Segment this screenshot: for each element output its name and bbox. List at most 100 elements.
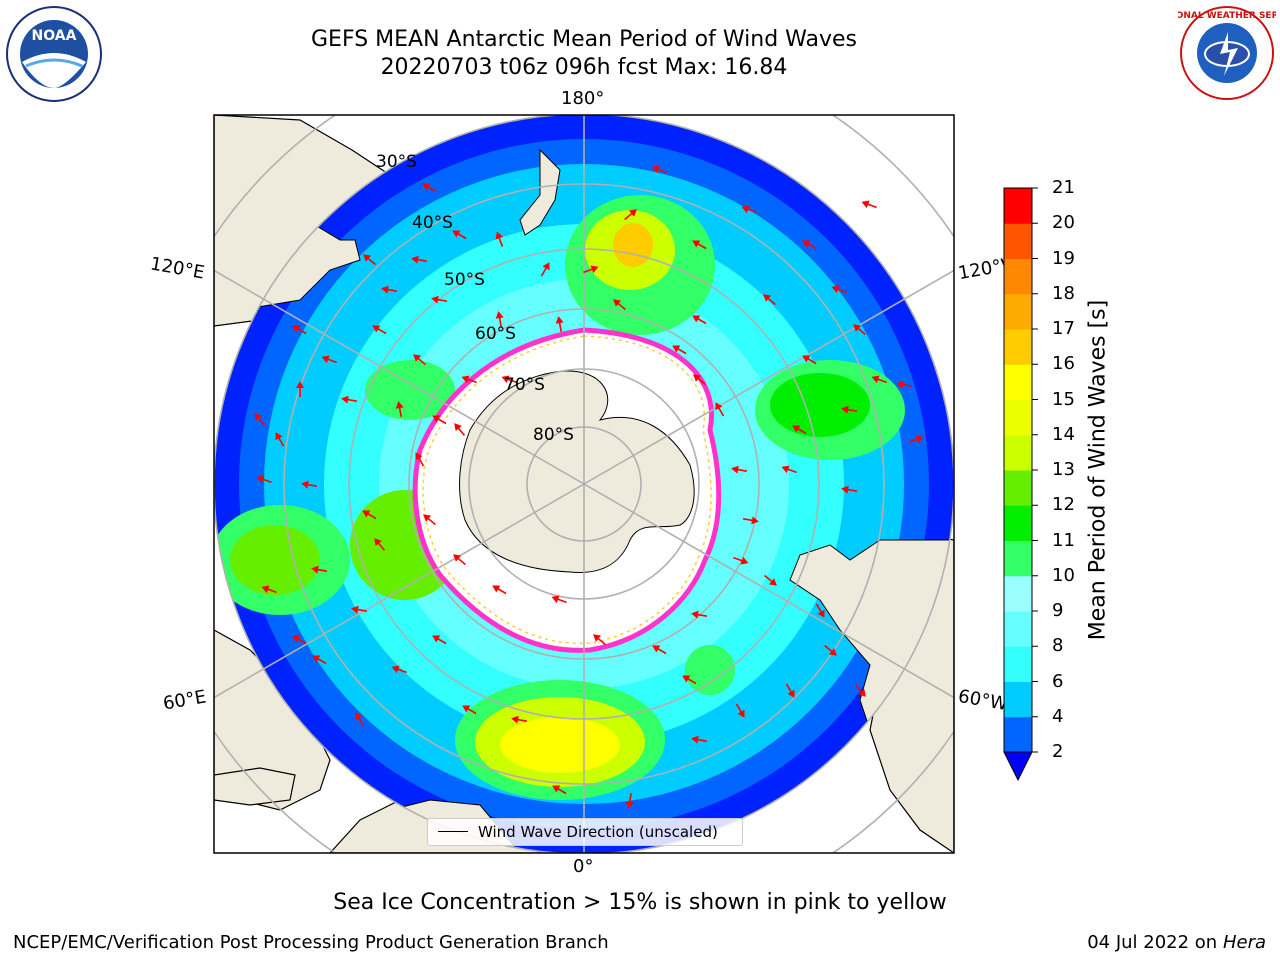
footer-credit: NCEP/EMC/Verification Post Processing Pr… (13, 932, 609, 953)
lon-label-180: 180° (561, 88, 605, 109)
colorbar-segment (1004, 188, 1032, 224)
wind-wave-arrow (341, 395, 358, 404)
wind-wave-arrow (624, 209, 637, 221)
wind-wave-arrow (715, 402, 725, 417)
wind-wave-arrow (854, 684, 866, 697)
nws-logo-text: NATIONAL WEATHER SERVICE (1178, 11, 1276, 21)
wind-wave-arrow (652, 645, 667, 655)
wind-wave-arrow (733, 556, 749, 565)
wind-wave-arrow (312, 655, 327, 665)
wind-wave-arrow (785, 683, 795, 698)
lat-label-30s: 30°S (376, 152, 417, 172)
new-zealand (519, 148, 561, 236)
wind-wave-arrow (625, 792, 634, 809)
wind-wave-arrow (311, 565, 328, 574)
wind-wave-arrow (432, 415, 447, 425)
wind-wave-arrow (256, 475, 272, 484)
lon-label-0: 0° (573, 856, 594, 877)
wind-wave-arrow (540, 262, 550, 277)
wind-wave-arrow (815, 603, 825, 618)
colorbar-tick-label: 11 (1052, 529, 1075, 551)
wind-wave-arrow (415, 452, 425, 467)
wind-wave-arrow (374, 538, 386, 551)
wind-wave-arrow (452, 230, 467, 240)
lat-label-60s: 60°S (475, 324, 516, 344)
colorbar-tick-label: 18 (1052, 282, 1075, 304)
wind-wave-arrow (355, 712, 365, 727)
colorbar-tick-label: 20 (1052, 212, 1075, 234)
lat-label-80s: 80°S (533, 425, 574, 445)
legend-line-icon (438, 831, 468, 832)
legend-label: Wind Wave Direction (unscaled) (478, 823, 718, 841)
wind-wave-arrow (693, 374, 706, 386)
colorbar-tick-label: 15 (1052, 388, 1075, 410)
colorbar-tick-label: 4 (1052, 705, 1064, 727)
colorbar-segment (1004, 505, 1032, 541)
wind-wave-arrow (692, 240, 707, 250)
wind-wave-arrow (792, 425, 807, 435)
wind-wave-arrows (254, 165, 924, 809)
colorbar-tick-label: 14 (1052, 423, 1075, 445)
colorbar-tick-label: 10 (1052, 564, 1075, 586)
wind-wave-arrow (908, 435, 924, 444)
colorbar-tick-label: 2 (1052, 741, 1064, 762)
lat-label-40s: 40°S (412, 213, 453, 233)
noaa-logo-text: NOAA (32, 28, 77, 44)
colorbar-segment (1004, 646, 1032, 682)
footer-date: 04 Jul 2022 on Hera (1087, 932, 1266, 953)
sea-ice-caption: Sea Ice Concentration > 15% is shown in … (333, 890, 947, 915)
colorbar-segment (1004, 716, 1032, 753)
noaa-logo: NOAA (6, 6, 102, 102)
wind-wave-arrow (422, 183, 437, 193)
colorbar-under-extend (1003, 751, 1033, 782)
wind-wave-arrow (672, 345, 687, 355)
wind-wave-arrow (453, 554, 466, 566)
wind-wave-arrow (381, 285, 398, 294)
wind-wave-arrow (495, 231, 504, 247)
colorbar-tick-label: 16 (1052, 353, 1075, 375)
wind-wave-arrow (831, 285, 847, 294)
colorbar-tick-label: 6 (1052, 670, 1064, 692)
wind-wave-arrow (351, 605, 368, 614)
wind-wave-arrow (741, 205, 757, 214)
colorbar-segment (1004, 364, 1032, 400)
wind-wave-arrow (802, 355, 817, 365)
wind-wave-arrow (583, 265, 599, 274)
wind-wave-arrow (824, 644, 837, 656)
wind-wave-arrow (511, 715, 528, 724)
wind-wave-arrow (593, 634, 606, 646)
wind-wave-arrow (275, 432, 285, 447)
wind-wave-arrow (362, 510, 377, 520)
colorbar (1003, 187, 1038, 782)
wind-wave-arrow (391, 665, 407, 674)
wind-wave-arrow (431, 295, 448, 304)
wind-wave-arrow (321, 355, 337, 364)
colorbar-segment (1004, 681, 1032, 718)
colorbar-segment (1004, 399, 1032, 436)
wind-wave-arrow (292, 325, 307, 335)
colorbar-tick-label: 8 (1052, 635, 1064, 657)
wind-wave-arrow (735, 703, 745, 718)
wind-wave-arrow (651, 165, 667, 174)
wind-wave-arrow (802, 240, 817, 250)
wind-wave-arrow (296, 381, 304, 397)
colorbar-segment (1004, 329, 1032, 365)
colorbar-segment (1004, 434, 1032, 471)
wind-wave-arrow (691, 735, 708, 744)
colorbar-segment (1004, 575, 1032, 612)
wind-wave-arrow (552, 785, 567, 795)
wind-wave-arrow (871, 375, 887, 384)
colorbar-segment (1004, 293, 1032, 330)
colorbar-segment (1004, 611, 1032, 647)
colorbar-segment (1004, 258, 1032, 295)
colorbar-tick-label: 17 (1052, 318, 1075, 339)
wind-wave-arrow (742, 516, 759, 525)
wind-wave-arrow (551, 595, 567, 604)
footer-date-text: 04 Jul 2022 on (1087, 932, 1223, 953)
wind-wave-arrow (731, 465, 748, 474)
wind-wave-arrow (763, 294, 776, 306)
colorbar-tick-label: 9 (1052, 600, 1064, 621)
colorbar-segment (1004, 223, 1032, 259)
colorbar-segment (1004, 540, 1032, 577)
